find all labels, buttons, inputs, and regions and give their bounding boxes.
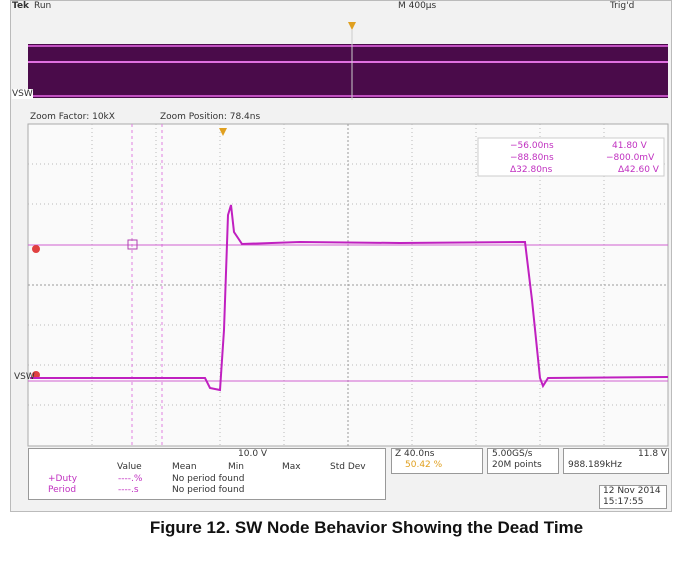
meas-name: Period	[48, 485, 76, 495]
overview-channel: VSW	[12, 89, 33, 99]
cursor-v1: 41.80 V	[612, 141, 647, 151]
meas-header: Mean	[172, 462, 197, 472]
duty: 50.42 %	[405, 460, 442, 470]
meas-note: No period found	[172, 474, 244, 484]
meas-note: No period found	[172, 485, 244, 495]
scope-graphics	[0, 0, 673, 510]
zoom-position: Zoom Position: 78.4ns	[160, 112, 260, 122]
frequency: 988.189kHz	[568, 460, 622, 470]
cursor-dv: Δ42.60 V	[618, 165, 659, 175]
zoom-time: Z 40.0ns	[395, 449, 434, 459]
meas-name: +Duty	[48, 474, 77, 484]
meas-header: Value	[117, 462, 142, 472]
meas-header: Min	[228, 462, 244, 472]
trigger-level: 11.8 V	[638, 449, 667, 459]
cursor-v2: −800.0mV	[606, 153, 654, 163]
record-length: 20M points	[492, 460, 542, 470]
cursor-t2: −88.80ns	[510, 153, 554, 163]
cursor-dt: Δ32.80ns	[510, 165, 552, 175]
sample-rate: 5.00GS/s	[492, 449, 532, 459]
meas-value: ----.%	[118, 474, 142, 484]
meas-value: ----.s	[118, 485, 139, 495]
meas-header: Max	[282, 462, 301, 472]
channel-scale: 10.0 V	[238, 449, 267, 459]
time: 15:17:55	[603, 497, 643, 507]
main-channel: VSW	[14, 372, 35, 382]
page: Tek Run M 400µs Trig'd VSW Zoom Factor: …	[0, 0, 673, 579]
cursor-t1: −56.00ns	[510, 141, 554, 151]
figure-caption: Figure 12. SW Node Behavior Showing the …	[0, 518, 673, 538]
date: 12 Nov 2014	[603, 486, 661, 496]
meas-header: Std Dev	[330, 462, 366, 472]
zoom-factor: Zoom Factor: 10kX	[30, 112, 115, 122]
